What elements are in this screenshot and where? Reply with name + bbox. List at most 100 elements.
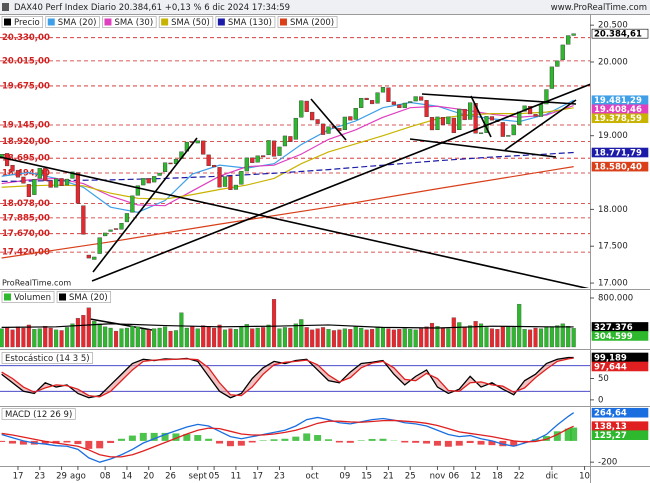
- x-tick-label: 09: [339, 472, 350, 482]
- candle: [369, 100, 375, 105]
- x-tick-label: 17: [252, 472, 263, 482]
- candle: [375, 92, 380, 104]
- legend-box: [1, 16, 44, 28]
- volume-bar: [239, 326, 244, 348]
- volume-bar: [282, 327, 287, 348]
- candle: [451, 117, 456, 134]
- candle: [277, 146, 282, 156]
- y-tick-label: -200: [598, 458, 617, 468]
- histogram-bar: [379, 438, 387, 441]
- histogram-bar: [335, 440, 343, 443]
- histogram-bar: [270, 439, 278, 441]
- level-label: 18.920,00: [2, 137, 50, 147]
- candle: [195, 140, 200, 144]
- header-bar: [0, 0, 650, 14]
- histogram-bar: [281, 438, 289, 441]
- trend-line: [470, 95, 492, 138]
- candle: [10, 164, 15, 172]
- histogram-bar: [303, 433, 311, 441]
- volume-bar: [511, 327, 516, 348]
- candle: [64, 178, 70, 186]
- candle: [413, 96, 418, 102]
- value-tag-label: 19.481,29: [594, 96, 642, 106]
- volume-bar: [359, 327, 364, 348]
- trend-line: [409, 138, 557, 158]
- x-tick-label: 20: [143, 472, 154, 482]
- volume-bar: [271, 299, 277, 348]
- trend-line: [310, 98, 347, 141]
- value-tag-label: 125,27: [594, 431, 627, 441]
- candle: [446, 116, 451, 125]
- candle: [315, 119, 320, 124]
- volume-bar: [195, 328, 200, 348]
- y-tick-label: 50: [598, 374, 609, 384]
- candle: [211, 164, 217, 168]
- value-tag-label: 138,13: [594, 422, 627, 432]
- volume-bar: [402, 328, 407, 348]
- volume-bar: [173, 330, 179, 348]
- volume-bar: [152, 328, 157, 348]
- candle: [457, 108, 462, 130]
- volume-bar: [21, 327, 26, 348]
- legend-label: SMA (20): [58, 18, 97, 28]
- volume-bar: [168, 330, 173, 348]
- candle: [288, 136, 293, 142]
- volume-bar: [555, 325, 560, 348]
- volume-bar: [408, 329, 413, 348]
- volume-bar: [506, 326, 511, 348]
- candle: [353, 108, 358, 120]
- x-tick-label: nov: [430, 472, 446, 482]
- histogram-bar: [259, 440, 267, 441]
- value-tag-label: 327.376: [594, 323, 633, 333]
- volume-bar: [391, 329, 396, 348]
- candle: [326, 126, 331, 134]
- level-label: 19.675,00: [2, 81, 50, 91]
- legend-swatch: [217, 18, 225, 26]
- volume-bar: [86, 307, 91, 348]
- histogram-bar: [553, 431, 561, 441]
- volume-bar: [5, 327, 10, 348]
- volume-bar: [108, 327, 113, 348]
- candle: [21, 176, 26, 184]
- candle: [397, 104, 402, 109]
- legend-box: [277, 16, 338, 28]
- candle: [239, 171, 244, 185]
- volume-bar: [70, 323, 75, 348]
- candle: [364, 97, 369, 101]
- legend-swatch: [59, 293, 67, 301]
- candle: [103, 232, 108, 237]
- legend-box: [158, 16, 214, 28]
- volume-bar: [222, 329, 228, 348]
- y-tick-label: 19.000: [598, 131, 628, 141]
- histogram-bar: [542, 436, 550, 441]
- x-tick-label: 05: [209, 472, 220, 482]
- volume-bar: [32, 329, 37, 348]
- candle: [255, 155, 260, 163]
- histogram-bar: [0, 440, 6, 442]
- level-label: 18.078,00: [2, 199, 50, 209]
- x-tick-label: 14: [122, 472, 133, 482]
- value-tag-label: 20.384,61: [594, 30, 642, 40]
- histogram-bar: [161, 432, 169, 441]
- value-tag-label: 18.771,79: [594, 149, 642, 159]
- candle: [141, 178, 146, 186]
- value-tag-label: 304.599: [594, 332, 633, 342]
- candle: [271, 140, 277, 157]
- y-tick-label: 18.000: [598, 205, 628, 215]
- volume-bar: [255, 327, 260, 348]
- y-tick-label: 17.000: [598, 279, 628, 289]
- indicator-line: [1, 412, 575, 463]
- candle: [162, 162, 168, 173]
- volume-bar: [484, 327, 489, 348]
- x-tick-label: 18: [492, 472, 503, 482]
- x-tick-label: 10: [579, 472, 590, 482]
- x-tick-label: 21: [383, 472, 394, 482]
- volume-bar: [59, 330, 64, 348]
- volume-bar: [364, 329, 369, 348]
- volume-bar: [0, 328, 4, 348]
- volume-bar: [435, 326, 440, 348]
- candle: [533, 114, 538, 117]
- candle: [408, 101, 413, 103]
- source: www.ProRealTime.com: [551, 3, 647, 13]
